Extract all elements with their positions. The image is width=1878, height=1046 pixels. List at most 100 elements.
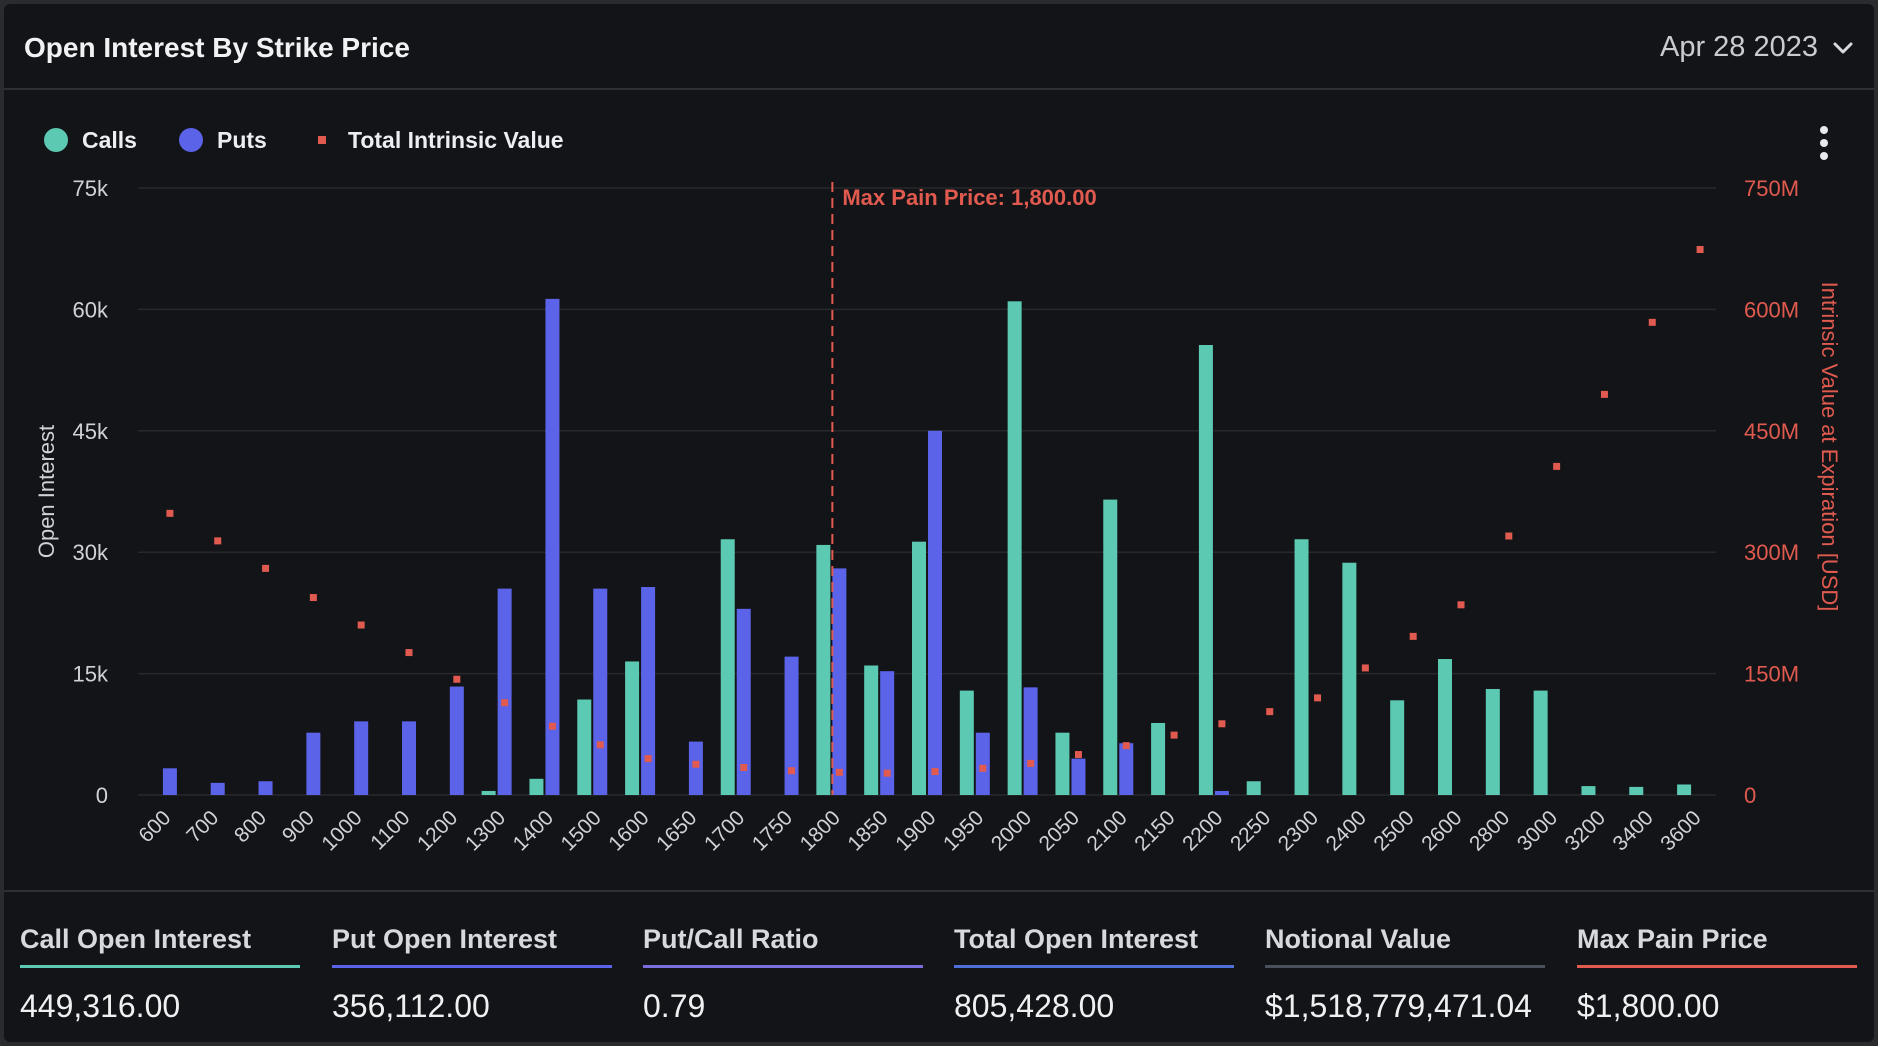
put-bar xyxy=(258,781,273,795)
expiry-date-select[interactable]: Apr 28 2023 xyxy=(1660,31,1854,64)
call-bar xyxy=(959,690,974,795)
intrinsic-value-point xyxy=(835,768,843,776)
x-tick-label: 3600 xyxy=(1656,806,1705,855)
intrinsic-value-point xyxy=(979,764,987,772)
chart-title: Open Interest By Strike Price xyxy=(24,32,410,63)
intrinsic-value-point xyxy=(1170,731,1178,739)
call-bar xyxy=(1438,659,1452,795)
put-bar xyxy=(162,768,177,795)
stat-call-open-interest: Call Open Interest 449,316.00 xyxy=(4,892,300,1042)
call-bar xyxy=(1342,562,1357,795)
call-bar xyxy=(1007,301,1022,795)
call-bar xyxy=(1246,781,1261,795)
put-bar xyxy=(497,588,512,795)
call-bar xyxy=(1581,786,1596,795)
more-options-icon[interactable] xyxy=(1818,126,1830,166)
x-tick-label: 2100 xyxy=(1083,806,1132,855)
call-bar xyxy=(1629,786,1644,795)
intrinsic-value-point xyxy=(1648,318,1656,326)
x-tick-label: 2000 xyxy=(987,806,1036,855)
x-tick-label: 1650 xyxy=(652,806,701,855)
intrinsic-value-point xyxy=(1553,462,1561,470)
intrinsic-value-point xyxy=(1122,742,1130,750)
put-bar xyxy=(784,656,799,795)
x-tick-label: 2200 xyxy=(1178,806,1227,855)
intrinsic-value-point xyxy=(883,769,891,777)
call-bar xyxy=(1151,722,1166,795)
x-tick-label: 2800 xyxy=(1465,806,1514,855)
intrinsic-value-point xyxy=(1314,694,1322,702)
intrinsic-value-point xyxy=(262,564,270,572)
x-tick-label: 1000 xyxy=(317,806,366,855)
put-bar xyxy=(688,741,703,795)
x-tick-label: 3200 xyxy=(1561,806,1610,855)
put-bar xyxy=(449,686,464,795)
x-tick-label: 2400 xyxy=(1322,806,1371,855)
x-tick-label: 1850 xyxy=(843,806,892,855)
stat-value: 356,112.00 xyxy=(332,988,490,1024)
x-tick-label: 600 xyxy=(134,806,175,847)
put-bar xyxy=(880,671,895,795)
max-pain-label: Max Pain Price: 1,800.00 xyxy=(842,185,1096,210)
stat-max-pain-price: Max Pain Price $1,800.00 xyxy=(1561,892,1857,1042)
intrinsic-value-point xyxy=(1266,708,1274,716)
y2-tick-label: 450M xyxy=(1744,419,1799,444)
x-tick-label: 1750 xyxy=(748,806,797,855)
y-tick-label: 0 xyxy=(96,783,108,808)
intrinsic-value-point xyxy=(501,699,509,707)
stat-label: Total Open Interest xyxy=(954,924,1199,954)
stat-underline xyxy=(643,965,923,968)
y2-tick-label: 0 xyxy=(1744,783,1756,808)
call-bar xyxy=(720,539,735,795)
intrinsic-value-point xyxy=(1457,601,1465,609)
x-tick-label: 2150 xyxy=(1130,806,1179,855)
y2-tick-label: 750M xyxy=(1744,176,1799,201)
stat-label: Notional Value xyxy=(1265,924,1452,954)
put-bar xyxy=(1119,743,1134,795)
call-bar xyxy=(864,665,879,795)
intrinsic-value-point xyxy=(788,767,796,775)
x-tick-label: 3400 xyxy=(1609,806,1658,855)
x-tick-label: 700 xyxy=(182,806,223,847)
intrinsic-value-point xyxy=(692,760,700,768)
legend-puts-swatch xyxy=(179,128,203,152)
x-tick-label: 2250 xyxy=(1226,806,1275,855)
stat-underline xyxy=(1265,965,1545,968)
stat-value: 805,428.00 xyxy=(954,988,1115,1024)
call-bar xyxy=(529,778,544,795)
call-bar xyxy=(1390,700,1405,795)
y2-tick-label: 300M xyxy=(1744,540,1799,565)
call-bar xyxy=(481,790,496,795)
put-bar xyxy=(1023,687,1038,795)
legend-calls-swatch xyxy=(44,128,68,152)
intrinsic-value-point xyxy=(644,755,652,763)
card-header: Open Interest By Strike Price Apr 28 202… xyxy=(4,4,1874,90)
stat-label: Max Pain Price xyxy=(1577,924,1768,954)
stat-value: 0.79 xyxy=(643,988,706,1024)
stat-underline xyxy=(332,965,612,968)
legend-puts-label: Puts xyxy=(217,127,267,153)
x-tick-label: 1600 xyxy=(604,806,653,855)
x-tick-label: 2050 xyxy=(1035,806,1084,855)
open-interest-chart: 0 15k 30k 45k 60k 75k 0 150M 300M 450M 600M 750M Ope… xyxy=(34,127,1842,856)
call-bar xyxy=(1103,499,1118,795)
x-tick-label: 1400 xyxy=(509,806,558,855)
y-tick-label: 30k xyxy=(73,540,109,565)
y-axis-title: Open Interest xyxy=(34,425,59,558)
chart-area: 0 15k 30k 45k 60k 75k 0 150M 300M 450M 600M 750M Ope… xyxy=(4,90,1874,890)
stat-value: $1,800.00 xyxy=(1577,988,1720,1024)
stat-put-call-ratio: Put/Call Ratio 0.79 xyxy=(627,892,923,1042)
y-tick-label: 60k xyxy=(73,297,109,322)
intrinsic-value-point xyxy=(931,768,939,776)
intrinsic-value-point xyxy=(1696,246,1704,254)
put-bar xyxy=(975,732,990,795)
intrinsic-value-point xyxy=(166,509,174,517)
intrinsic-value-point xyxy=(1074,751,1082,759)
call-bar xyxy=(1055,732,1070,795)
chart-card: Open Interest By Strike Price Apr 28 202… xyxy=(4,4,1874,1042)
stat-value: 449,316.00 xyxy=(20,988,181,1024)
x-tick-label: 800 xyxy=(230,806,271,847)
put-bar xyxy=(545,298,560,795)
stat-underline xyxy=(1577,965,1857,968)
intrinsic-value-point xyxy=(548,722,556,730)
